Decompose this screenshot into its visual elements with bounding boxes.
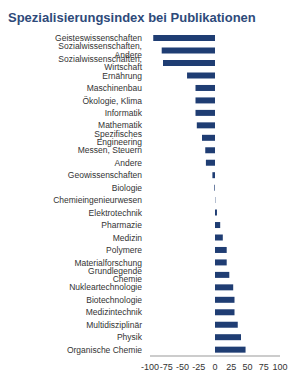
svg-text:100: 100 — [272, 362, 287, 372]
svg-text:Nukleartechnologie: Nukleartechnologie — [69, 282, 142, 292]
svg-text:Biologie: Biologie — [112, 183, 143, 193]
html-text:Grundlegende: Grundlegende — [88, 265, 142, 276]
html-text:Wirtschaft: Wirtschaft — [104, 62, 142, 73]
svg-text:Andere: Andere — [115, 158, 143, 168]
svg-text:Pharmazie: Pharmazie — [101, 220, 142, 230]
svg-text:Organische Chemie: Organische Chemie — [67, 345, 142, 355]
svg-text:Geisteswissenschaften: Geisteswissenschaften — [55, 33, 142, 44]
svg-text:Maschinenbau: Maschinenbau — [87, 83, 143, 93]
html-text:Sozialwissenschaften,: Sozialwissenschaften, — [58, 53, 142, 64]
svg-text:25: 25 — [226, 362, 236, 372]
svg-text:Physik: Physik — [117, 332, 143, 342]
svg-text:Ernährung: Ernährung — [102, 71, 142, 81]
svg-text:Informatik: Informatik — [105, 108, 143, 118]
svg-text:-50: -50 — [176, 362, 189, 372]
svg-text:Polymere: Polymere — [106, 245, 142, 255]
svg-text:Materialforschung: Materialforschung — [74, 257, 142, 268]
html-text:Spezifisches: Spezifisches — [94, 128, 142, 139]
svg-text:50: 50 — [242, 362, 252, 372]
svg-text:75: 75 — [259, 362, 269, 372]
html-text:Chemie: Chemie — [112, 274, 142, 285]
svg-text:Chemieingenieurwesen: Chemieingenieurwesen — [53, 195, 142, 205]
svg-text:-25: -25 — [192, 362, 205, 372]
svg-text:-75: -75 — [160, 362, 173, 372]
svg-text:Biotechnologie: Biotechnologie — [86, 295, 142, 305]
html-text:Spezialisierungsindex bei Publ: Spezialisierungsindex bei Publikationen — [8, 10, 256, 25]
svg-text:Geowissenschaften: Geowissenschaften — [68, 170, 142, 180]
svg-text:Medizintechnik: Medizintechnik — [86, 307, 143, 317]
svg-text:Ökologie, Klima: Ökologie, Klima — [82, 96, 142, 106]
svg-text:0: 0 — [212, 362, 217, 372]
svg-text:Medizin: Medizin — [113, 233, 143, 243]
svg-text:Elektrotechnik: Elektrotechnik — [89, 208, 143, 218]
svg-text:Multidisziplinär: Multidisziplinär — [86, 320, 142, 330]
html-text:Sozialwissenschaften,: Sozialwissenschaften, — [58, 41, 142, 52]
svg-text:-100: -100 — [141, 362, 159, 372]
svg-text:Messen, Steuern: Messen, Steuern — [78, 145, 143, 155]
html-text:Andere: Andere — [114, 50, 142, 60]
html-text:Engineering: Engineering — [96, 137, 142, 148]
svg-text:Mathematik: Mathematik — [98, 120, 142, 131]
